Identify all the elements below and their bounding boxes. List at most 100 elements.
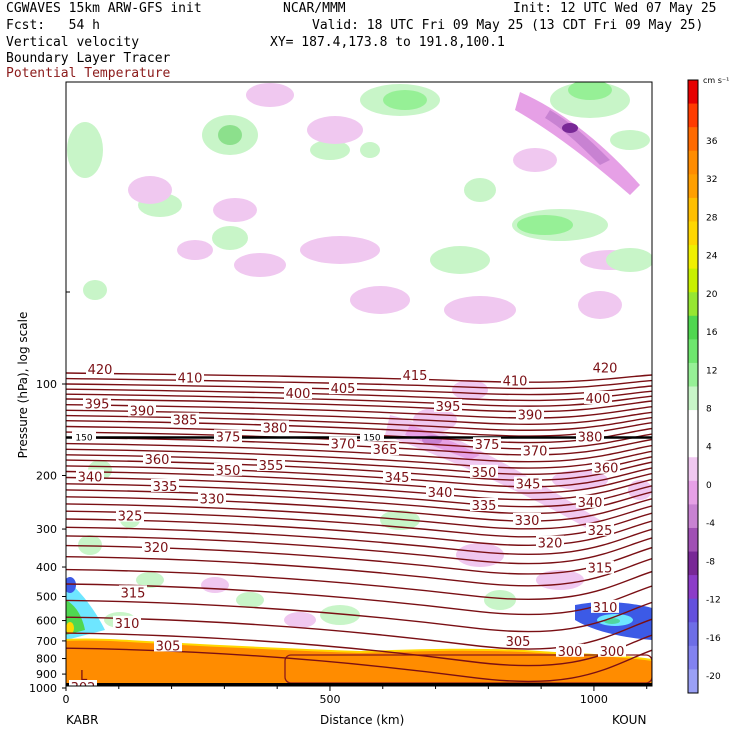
w-blob [513,148,557,172]
w-updraft-left-upper [66,577,76,593]
w-blob [578,291,622,319]
theta-contour [66,556,652,587]
w-blob [383,90,427,110]
theta-label-bg [584,390,612,404]
header-valid: Valid: 18 UTC Fri 09 May 25 (13 CDT Fri … [312,18,704,33]
theta-label: 340 [78,470,103,485]
w-blob [444,296,516,324]
theta-label-bg [329,381,357,395]
theta-label-bg [576,429,604,443]
theta-label: 400 [286,387,311,402]
w-blob [177,240,213,260]
header-org: NCAR/MMM [283,1,346,16]
y-tick-label: 900 [36,668,57,681]
colorbar-segment [688,80,698,105]
theta-label: 330 [200,493,225,508]
x-endpoint-left: KABR [66,713,99,727]
theta-label: 410 [503,374,528,389]
colorbar-segment [688,645,698,670]
vertical-velocity-shading [66,82,652,640]
terrain-surface [66,683,652,686]
colorbar-segment [688,221,698,246]
theta-label-bg [214,429,242,443]
theta-label-bg [401,367,429,381]
header-field-bl-tracer: Boundary Layer Tracer [6,51,171,66]
w-blob [452,380,488,400]
w-blob [430,246,490,274]
theta-label: 400 [586,392,611,407]
theta-label-bg [591,599,619,613]
colorbar-segment [688,622,698,647]
theta-label: 305 [506,635,531,650]
w-blob [218,125,242,145]
theta-contour [66,647,652,683]
theta-contour [66,372,652,383]
colorbar-label: 0 [706,481,712,491]
theta-label-bg [504,633,532,647]
colorbar-segment [688,504,698,529]
w-blob [201,577,229,593]
colorbar-segment [688,433,698,458]
theta-contour [66,503,652,530]
theta-label-bg [116,508,144,522]
theta-label-bg [591,360,619,374]
theta-contour [66,383,652,396]
theta-label-bg [586,560,614,574]
theta-label-bg [383,470,411,484]
colorbar-label: 32 [706,175,717,185]
theta-contour [66,436,652,456]
theta-label-bg [586,522,614,536]
colorbar-segment [688,245,698,270]
theta-contour [66,568,652,601]
theta-label: 360 [145,453,170,468]
theta-contour [66,398,652,413]
theta-label: 410 [178,372,203,387]
theta-label-bg [261,420,289,434]
theta-label: 300 [600,645,625,660]
theta-label: 370 [523,445,548,460]
colorbar-label: 28 [706,213,718,223]
colorbar-segment [688,127,698,152]
header-model: CGWAVES 15km ARW-GFS init [6,1,202,16]
theta-contour [66,409,652,425]
theta-contour [66,404,652,419]
theta-label-bg [76,469,104,483]
w-blob [360,142,380,158]
theta-label: 302 [71,681,96,696]
y-tick-label: 1000 [29,682,57,695]
theta-label: 350 [472,466,497,481]
theta-label: 390 [130,404,155,419]
colorbar-label: 16 [706,328,718,338]
theta-label-bg [113,615,141,629]
y-tick-label: 200 [36,470,57,483]
theta-label-bg [83,396,111,410]
y-tick-label: 400 [36,561,57,574]
theta-label-bg [143,452,171,466]
colorbar-segment [688,362,698,387]
theta-label: 415 [403,369,428,384]
theta-label: 380 [263,421,288,436]
potential-temperature-contours: 420 410 415 410 420 400 405 400 395 390 385 395 390 3… [66,360,652,696]
theta-label: 405 [331,382,356,397]
colorbar-label: 36 [706,137,718,147]
w-blob [456,543,504,567]
theta-label-bg [513,512,541,526]
theta-label: 320 [144,541,169,556]
w-blob [67,122,103,178]
w-blob [284,612,316,628]
theta-label: 325 [588,524,613,539]
theta-label: 370 [331,437,356,452]
theta-label: 355 [259,459,284,474]
w-blob [136,572,164,588]
colorbar-segment [688,339,698,364]
colorbar-units: cm s⁻¹ [703,76,729,85]
theta-label-bg [470,464,498,478]
y-axis-title: Pressure (hPa), log scale [16,311,30,459]
tropopause-label-bg [72,431,96,442]
colorbar-segment [688,527,698,553]
w-blob [320,605,360,625]
w-blob [610,130,650,150]
theta-label: 375 [216,431,241,446]
colorbar-label: 24 [706,252,718,262]
